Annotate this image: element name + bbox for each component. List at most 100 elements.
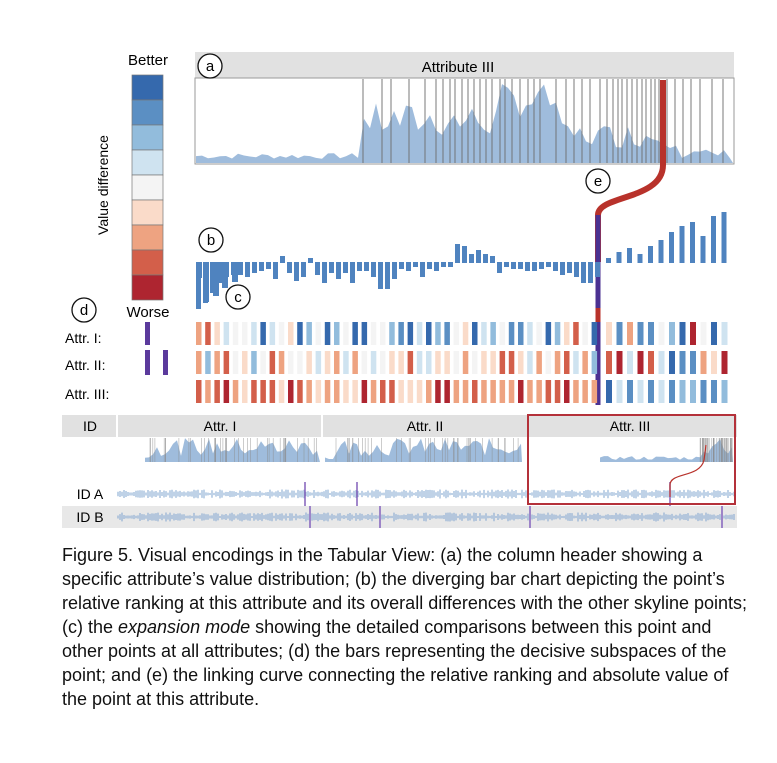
diverging-bar — [497, 262, 502, 273]
expansion-cell — [343, 351, 349, 374]
diverging-bar — [483, 254, 488, 263]
svg-text:d: d — [80, 302, 88, 319]
figure-caption: Figure 5. Visual encodings in the Tabula… — [62, 543, 752, 711]
expansion-cell — [721, 322, 728, 345]
expansion-cell — [527, 322, 533, 345]
expansion-cell — [508, 380, 515, 403]
expansion-cell — [462, 380, 469, 403]
diverging-bar-chart — [196, 212, 727, 309]
expansion-cell — [648, 322, 654, 345]
expansion-cell — [334, 322, 340, 345]
expansion-cell — [435, 380, 441, 403]
expansion-cell — [398, 322, 404, 345]
diverging-bar — [532, 262, 537, 271]
expansion-cell — [582, 351, 588, 374]
diverging-bar — [476, 250, 481, 263]
expansion-cell — [627, 322, 633, 345]
expansion-cell — [343, 380, 349, 403]
diverging-bar — [567, 262, 572, 273]
diverging-bar — [420, 262, 425, 277]
expansion-cell — [223, 351, 230, 374]
expansion-cell — [260, 351, 266, 374]
svg-text:c: c — [234, 289, 242, 306]
expansion-cell — [711, 322, 717, 345]
distribution-value-lines — [362, 79, 724, 163]
diverging-bar — [574, 262, 579, 277]
expansion-cell — [462, 351, 469, 374]
diverging-bar — [581, 262, 586, 283]
diverging-bar — [196, 262, 201, 309]
expansion-cell — [324, 380, 331, 403]
expansion-cell — [416, 351, 423, 374]
expansion-cell — [297, 351, 303, 374]
expansion-cell — [648, 351, 654, 374]
expansion-cell — [711, 351, 717, 374]
expansion-cell — [242, 351, 248, 374]
expansion-cell — [508, 351, 515, 374]
expansion-cell — [679, 380, 686, 403]
diverging-bar — [539, 262, 544, 269]
expansion-cell — [444, 380, 450, 403]
diverging-bar — [616, 252, 622, 263]
expansion-cell — [334, 351, 340, 374]
expansion-cell — [518, 380, 524, 403]
expansion-cell — [205, 351, 211, 374]
expansion-cell — [278, 351, 285, 374]
expansion-cell — [554, 351, 561, 374]
expansion-cell — [591, 322, 598, 345]
expansion-cell — [370, 322, 377, 345]
expansion-cell — [324, 351, 331, 374]
expansion-cell — [232, 322, 239, 345]
diverging-bar — [560, 262, 565, 275]
diverging-bar — [315, 262, 320, 275]
expansion-cell — [196, 380, 202, 403]
diverging-bar — [637, 254, 643, 263]
expansion-cell — [536, 380, 542, 403]
expansion-cell — [232, 351, 239, 374]
diverging-bar — [322, 262, 327, 283]
expansion-cell — [690, 351, 696, 374]
diverging-bar — [245, 262, 250, 277]
expansion-cell — [242, 380, 248, 403]
diverging-bar — [648, 246, 653, 263]
diverging-bar — [280, 256, 285, 263]
expansion-cell — [700, 322, 707, 345]
diverging-bar — [294, 262, 299, 281]
diverging-bar — [700, 236, 706, 263]
legend-better-label: Better — [128, 52, 168, 69]
distribution-area-path — [196, 84, 733, 163]
expansion-cell — [380, 351, 386, 374]
expansion-cell — [700, 380, 707, 403]
expansion-cell — [564, 380, 570, 403]
figure-diagram: Better Worse Value difference Attribute … — [62, 52, 737, 528]
expansion-cells — [196, 322, 728, 403]
diverging-bar — [469, 254, 474, 263]
diverging-bar — [658, 240, 664, 263]
expansion-cell — [416, 380, 423, 403]
expansion-cell — [315, 380, 322, 403]
table-col-id: ID — [83, 418, 97, 434]
svg-text:e: e — [594, 173, 602, 190]
table-col-attr3: Attr. III — [610, 418, 650, 434]
expansion-cell — [690, 380, 696, 403]
expansion-cell — [407, 351, 414, 374]
expansion-cell — [481, 380, 487, 403]
expansion-cell — [606, 351, 612, 374]
diverging-bar — [217, 262, 222, 283]
diverging-bar — [588, 262, 593, 283]
marker-e: e — [585, 168, 611, 194]
legend-swatch — [131, 199, 164, 226]
expansion-cell — [444, 351, 450, 374]
expansion-cell — [380, 380, 386, 403]
diverging-bar — [343, 262, 348, 273]
diverging-bar — [711, 216, 716, 263]
diverging-bar — [378, 262, 383, 289]
expansion-cell — [700, 351, 707, 374]
diverging-bar — [350, 262, 355, 283]
expansion-cell — [205, 380, 211, 403]
table-row-a-label: ID A — [77, 486, 104, 502]
diverging-bar — [413, 262, 418, 267]
expansion-cell — [591, 351, 598, 374]
expansion-cell — [616, 322, 623, 345]
expansion-cell — [269, 380, 276, 403]
